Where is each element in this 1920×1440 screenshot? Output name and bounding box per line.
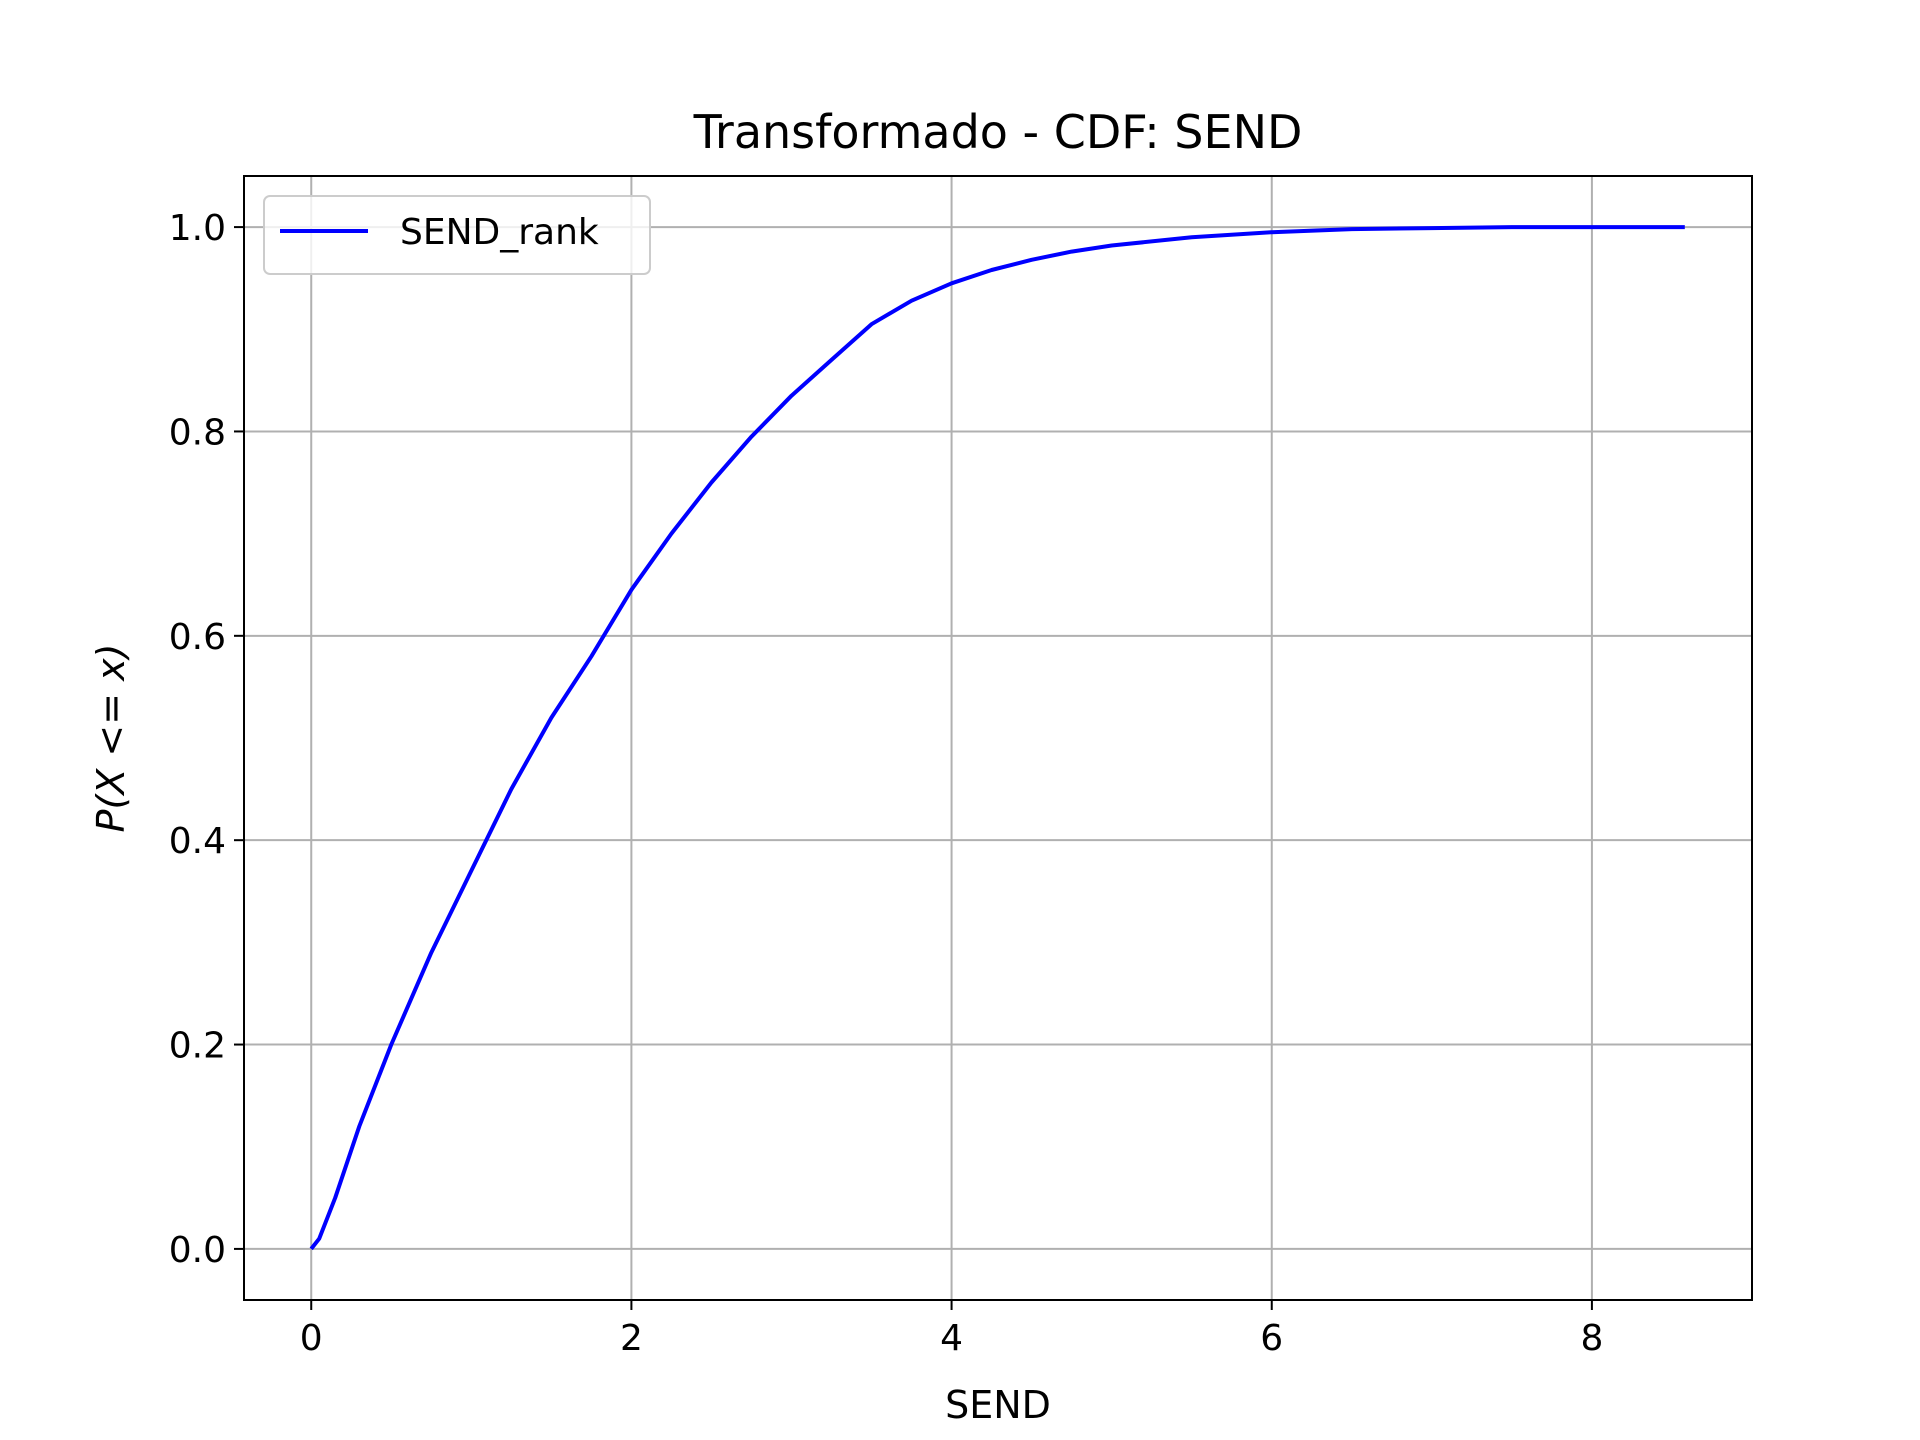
x-tick-label: 8: [1580, 1318, 1603, 1359]
x-tick-label: 4: [940, 1318, 963, 1359]
y-tick-label: 0.0: [169, 1230, 226, 1271]
y-tick-label: 0.2: [169, 1026, 226, 1067]
legend-box: [263, 195, 651, 275]
plot-frame: [243, 175, 1753, 1301]
x-axis-label: SEND: [945, 1383, 1051, 1427]
series-line-send-rank: [309, 225, 1685, 1251]
y-tick-label: 1.0: [169, 208, 226, 249]
x-tick-label: 2: [620, 1318, 643, 1359]
x-tick-label: 0: [300, 1318, 323, 1359]
y-axis-label: P(X <= x): [89, 644, 133, 833]
y-tick-label: 0.8: [169, 412, 226, 453]
x-tick-label: 6: [1260, 1318, 1283, 1359]
axis-ticks: 0 2 4 6 8 0.0 0.2 0.4 0.6 0.8 1.0: [169, 208, 1604, 1359]
legend: SEND_rank: [263, 195, 651, 275]
chart-title: Transformado - CDF: SEND: [693, 105, 1303, 159]
y-tick-label: 0.4: [169, 821, 226, 862]
y-tick-label: 0.6: [169, 617, 226, 658]
legend-label-send-rank: SEND_rank: [400, 212, 599, 253]
series-layer: [309, 225, 1685, 1251]
